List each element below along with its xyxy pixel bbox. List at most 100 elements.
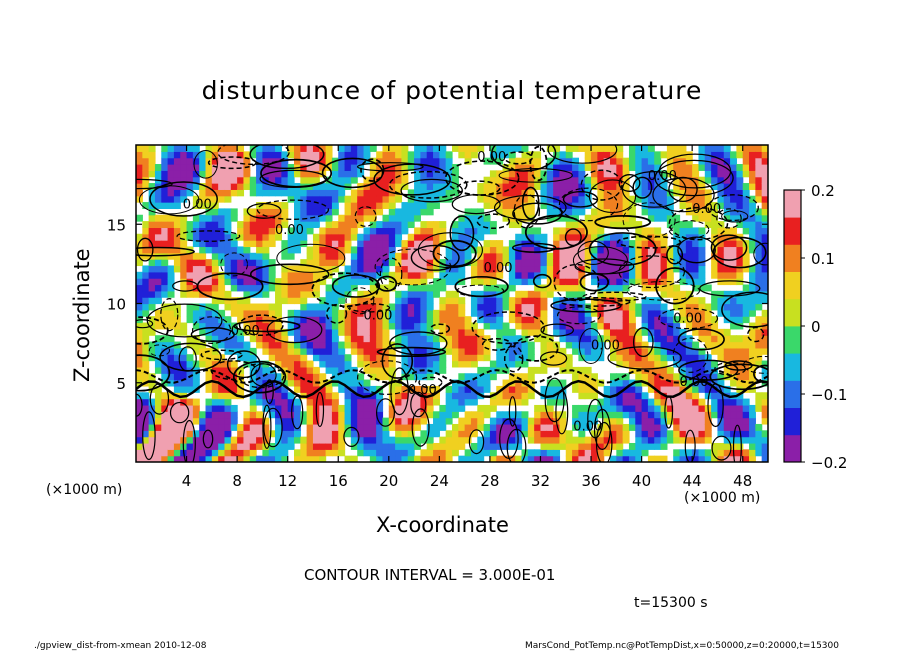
heatmap-cell — [704, 385, 712, 393]
heatmap-cell — [243, 278, 251, 286]
heatmap-cell — [312, 246, 320, 254]
heatmap-cell — [527, 436, 535, 444]
heatmap-cell — [218, 214, 226, 222]
heatmap-cell — [414, 208, 421, 216]
heatmap-cell — [294, 278, 301, 286]
heatmap-cell — [433, 430, 440, 438]
heatmap-cell — [616, 214, 624, 222]
heatmap-cell — [534, 417, 542, 425]
heatmap-cell — [673, 316, 681, 324]
heatmap-cell — [515, 392, 523, 400]
heatmap-cell — [521, 373, 529, 381]
contour-line — [716, 208, 742, 229]
heatmap-cell — [407, 214, 415, 222]
heatmap-cell — [426, 265, 434, 273]
heatmap-cell — [622, 189, 630, 197]
heatmap-cell — [553, 183, 561, 190]
heatmap-cell — [376, 455, 384, 462]
heatmap-cell — [300, 221, 308, 229]
heatmap-cell — [761, 278, 768, 286]
heatmap-cell — [312, 176, 320, 184]
heatmap-cell — [262, 202, 270, 209]
heatmap-cell — [256, 373, 263, 381]
heatmap-cell — [180, 233, 188, 241]
heatmap-cell — [616, 436, 624, 444]
heatmap-cell — [559, 347, 567, 355]
heatmap-cell — [489, 309, 497, 317]
heatmap-cell — [534, 227, 542, 235]
heatmap-cell — [426, 252, 434, 260]
heatmap-cell — [312, 265, 320, 273]
heatmap-cell — [445, 176, 453, 184]
heatmap-cell — [161, 430, 169, 438]
heatmap-cell — [591, 214, 598, 222]
heatmap-cell — [420, 309, 428, 317]
heatmap-cell — [654, 404, 662, 412]
heatmap-cell — [553, 252, 561, 260]
heatmap-cell — [382, 347, 390, 355]
heatmap-cell — [161, 221, 169, 229]
heatmap-cell — [584, 404, 592, 412]
heatmap-cell — [679, 392, 687, 400]
heatmap-cell — [350, 227, 358, 235]
heatmap-cell — [192, 449, 200, 457]
heatmap-cell — [597, 303, 605, 311]
heatmap-cell — [559, 202, 567, 209]
heatmap-cell — [496, 442, 504, 450]
heatmap-cell — [610, 423, 617, 431]
heatmap-cell — [142, 398, 150, 406]
heatmap-cell — [717, 328, 725, 336]
heatmap-cell — [622, 246, 630, 254]
heatmap-cell — [350, 385, 358, 393]
heatmap-cell — [205, 183, 213, 190]
heatmap-cell — [572, 328, 579, 336]
heatmap-cell — [395, 417, 403, 425]
heatmap-cell — [142, 423, 150, 431]
heatmap-cell — [635, 373, 643, 381]
heatmap-cell — [521, 417, 529, 425]
heatmap-cell — [407, 208, 415, 216]
heatmap-cell — [382, 195, 390, 203]
heatmap-cell — [755, 360, 763, 368]
heatmap-cell — [205, 316, 213, 324]
heatmap-cell — [496, 284, 504, 292]
heatmap-cell — [761, 284, 768, 292]
heatmap-cell — [344, 417, 352, 425]
heatmap-cell — [401, 240, 409, 248]
heatmap-cell — [679, 436, 687, 444]
heatmap-cell — [382, 360, 390, 368]
heatmap-cell — [300, 360, 308, 368]
heatmap-cell — [167, 214, 175, 222]
heatmap-cell — [616, 316, 624, 324]
heatmap-cell — [730, 252, 737, 260]
heatmap-cell — [647, 360, 655, 368]
heatmap-cell — [515, 290, 523, 298]
heatmap-cell — [338, 164, 346, 171]
heatmap-cell — [553, 170, 561, 178]
heatmap-cell — [641, 341, 649, 349]
heatmap-cell — [180, 404, 188, 412]
heatmap-cell — [698, 202, 706, 209]
heatmap-cell — [736, 145, 744, 152]
heatmap-cell — [515, 373, 523, 381]
heatmap-cell — [369, 145, 377, 152]
heatmap-cell — [673, 151, 681, 159]
x-tick-label: 44 — [683, 472, 702, 490]
heatmap-cell — [376, 354, 384, 362]
heatmap-cell — [268, 271, 276, 279]
heatmap-cell — [205, 170, 213, 178]
heatmap-cell — [515, 411, 523, 419]
heatmap-cell — [483, 385, 491, 393]
heatmap-cell — [685, 417, 693, 425]
heatmap-cell — [433, 392, 440, 400]
heatmap-cell — [401, 309, 409, 317]
heatmap-cell — [338, 271, 346, 279]
heatmap-cell — [401, 316, 409, 324]
heatmap-cell — [205, 208, 213, 216]
heatmap-cell — [154, 442, 162, 450]
heatmap-cell — [243, 246, 251, 254]
heatmap-cell — [452, 183, 459, 190]
heatmap-cell — [673, 328, 681, 336]
heatmap-cell — [546, 271, 554, 279]
heatmap-cell — [452, 423, 459, 431]
